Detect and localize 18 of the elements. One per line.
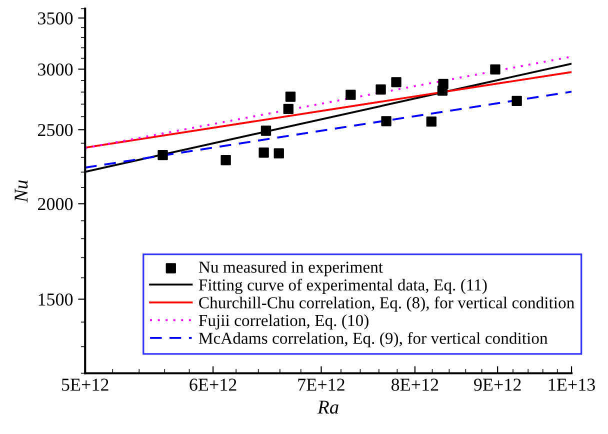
legend-label: Fujii correlation, Eq. (10) [198, 314, 368, 330]
y-tick-label: 2000 [38, 198, 73, 210]
x-tick-label: 6E+12 [190, 378, 236, 391]
y-tick-label: 3500 [38, 12, 73, 24]
y-axis-title: Nu [14, 180, 28, 202]
x-tick-label: 9E+12 [474, 378, 521, 391]
y-tick-label: 1500 [38, 293, 73, 306]
x-tick-label: 7E+12 [298, 378, 344, 391]
legend-label: Nu measured in experiment [198, 261, 383, 276]
y-tick-label: 2500 [38, 124, 73, 136]
x-tick-label: 1E+13 [548, 378, 595, 391]
legend-label: Churchill-Chu correlation, Eq. (8), for vertical condition [199, 296, 574, 312]
legend-label: McAdams correlation, Eq. (9), for vertical condition [198, 332, 548, 348]
x-tick-label: 8E+12 [391, 378, 438, 391]
legend-label: Fitting curve of experimental data, Eq. (11) [198, 278, 487, 294]
y-tick-label: 3000 [38, 63, 73, 76]
x-axis-title: Ra [317, 400, 338, 414]
x-tick-label: 5E+12 [62, 378, 108, 391]
